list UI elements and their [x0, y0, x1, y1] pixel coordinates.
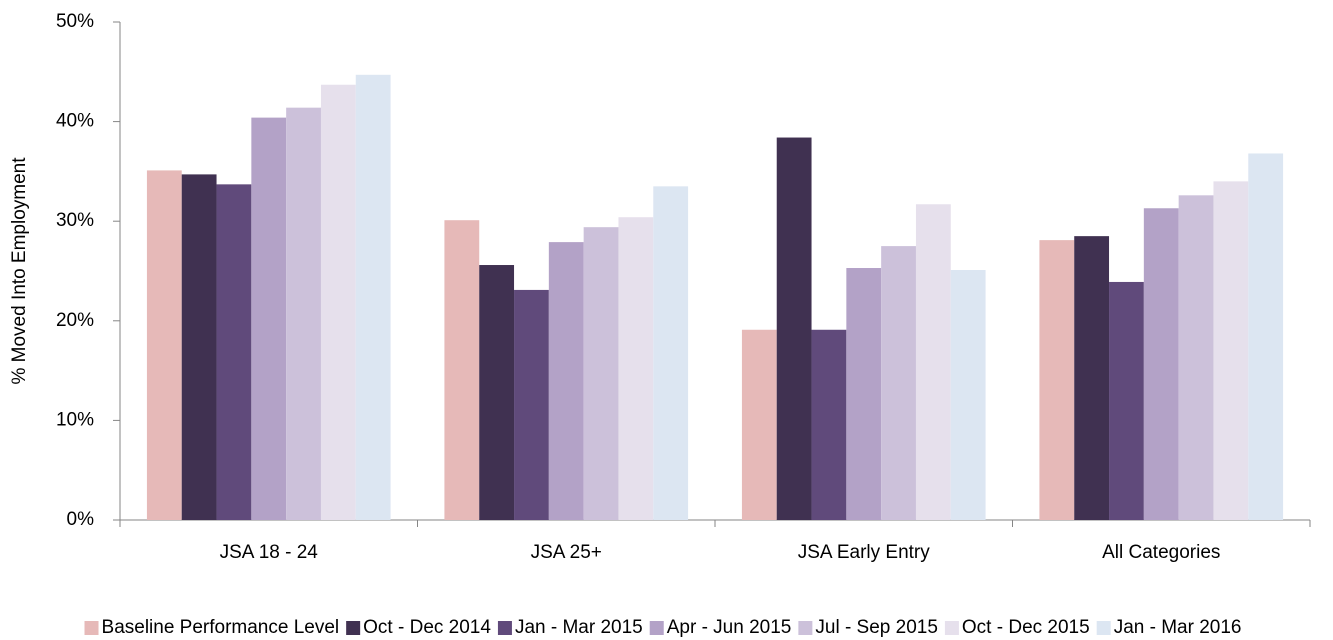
legend-label: Apr - Jun 2015 — [667, 617, 792, 638]
bar — [583, 227, 619, 520]
bar — [915, 204, 951, 520]
bar — [741, 329, 777, 520]
x-tick-label: JSA 25+ — [531, 542, 602, 563]
bar — [653, 186, 689, 520]
bar — [251, 117, 287, 520]
bar — [881, 246, 916, 520]
bar — [181, 174, 217, 520]
legend-swatch — [649, 621, 664, 635]
bar — [286, 107, 321, 520]
legend-label: Jan - Mar 2016 — [1114, 617, 1242, 638]
bar — [479, 265, 515, 520]
bar — [846, 268, 882, 520]
bar — [1074, 236, 1110, 520]
x-tick-label: JSA 18 - 24 — [220, 542, 319, 563]
bar — [1178, 195, 1214, 520]
bar — [1039, 240, 1075, 520]
legend-swatch — [1096, 621, 1111, 635]
y-tick-label: 50% — [56, 11, 94, 32]
y-tick-label: 0% — [67, 509, 95, 530]
y-tick-label: 30% — [56, 210, 94, 231]
y-tick-label: 40% — [56, 111, 94, 132]
bar — [1143, 208, 1179, 520]
y-tick-label: 10% — [56, 409, 94, 430]
bar — [618, 217, 654, 520]
legend-label: Jul - Sep 2015 — [815, 617, 938, 638]
bar — [355, 74, 391, 521]
legend-swatch — [944, 621, 959, 635]
bar — [1109, 281, 1144, 520]
legend-label: Baseline Performance Level — [102, 617, 340, 638]
legend-swatch — [346, 621, 361, 635]
bar — [146, 170, 182, 521]
legend-swatch — [798, 621, 813, 635]
bar — [811, 329, 847, 520]
bar — [776, 137, 812, 520]
bar — [216, 184, 252, 520]
y-tick-label: 20% — [56, 310, 94, 331]
x-tick-label: All Categories — [1102, 542, 1220, 563]
legend-label: Jan - Mar 2015 — [515, 617, 643, 638]
y-axis-label: % Moved Into Employment — [9, 157, 30, 385]
bar — [548, 242, 584, 520]
bar — [950, 270, 986, 520]
legend-swatch — [84, 621, 99, 635]
legend-swatch — [497, 621, 512, 635]
legend-label: Oct - Dec 2015 — [962, 617, 1090, 638]
bar — [320, 84, 356, 521]
bar — [1248, 153, 1284, 521]
bar — [1213, 181, 1249, 521]
legend-label: Oct - Dec 2014 — [363, 617, 491, 638]
x-tick-label: JSA Early Entry — [798, 542, 930, 563]
bar — [514, 289, 549, 520]
bar — [444, 220, 480, 521]
